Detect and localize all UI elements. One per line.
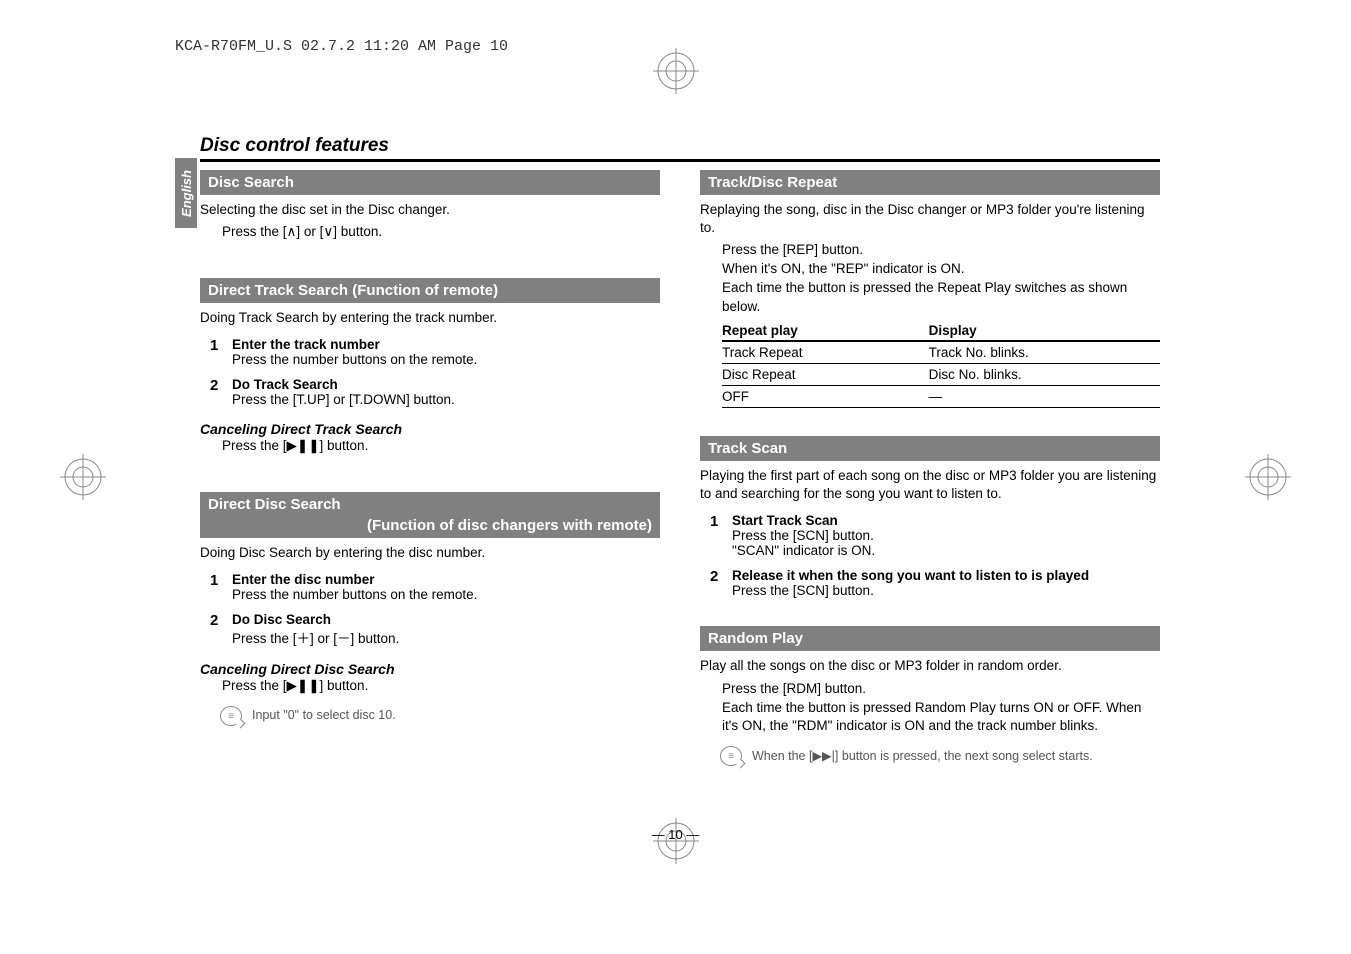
cell: Disc Repeat	[722, 364, 869, 386]
repeat-l3: Each time the button is pressed the Repe…	[722, 279, 1160, 317]
step-body: "SCAN" indicator is ON.	[732, 543, 875, 558]
note-text: Input "0" to select disc 10.	[252, 706, 396, 722]
cancel-body-disc: Press the [▶❚❚] button.	[222, 677, 660, 696]
step-body: Press the number buttons on the remote.	[232, 587, 477, 602]
repeat-th2: Display	[869, 321, 1160, 341]
step-title: Release it when the song you want to lis…	[732, 568, 1089, 583]
heading-scan: Track Scan	[700, 436, 1160, 461]
page-body: Disc control features Disc Search Select…	[200, 135, 1160, 766]
step-number: 1	[210, 337, 224, 367]
step-body: Press the number buttons on the remote.	[232, 352, 477, 367]
crop-mark-top	[653, 48, 699, 94]
step-title: Do Disc Search	[232, 612, 399, 627]
note-icon: ≡	[720, 746, 742, 766]
table-row: OFF —	[722, 386, 1160, 408]
crop-mark-left	[60, 454, 106, 500]
left-column: Disc Search Selecting the disc set in th…	[200, 170, 660, 766]
step-number: 1	[210, 572, 224, 602]
language-tab: English	[175, 158, 197, 228]
table-row: Track Repeat Track No. blinks.	[722, 341, 1160, 364]
step-body: Press the [T.UP] or [T.DOWN] button.	[232, 392, 455, 407]
cell: Track Repeat	[722, 341, 869, 364]
step-body: Press the [＋] or [－] button.	[232, 627, 399, 647]
section-title: Disc control features	[200, 135, 1160, 162]
crop-mark-right	[1245, 454, 1291, 500]
heading-random: Random Play	[700, 626, 1160, 651]
page-number: — 10 —	[652, 827, 700, 842]
step-title: Do Track Search	[232, 377, 455, 392]
step-2-direct-disc: 2 Do Disc Search Press the [＋] or [－] bu…	[210, 612, 660, 647]
intro-scan: Playing the first part of each song on t…	[700, 467, 1160, 503]
repeat-l2: When it's ON, the "REP" indicator is ON.	[722, 260, 1160, 279]
step-number: 2	[710, 568, 724, 598]
step-title: Start Track Scan	[732, 513, 875, 528]
heading-direct-track: Direct Track Search (Function of remote)	[200, 278, 660, 303]
body-disc-search: Press the [∧] or [∨] button.	[222, 223, 660, 242]
step-2-direct-track: 2 Do Track Search Press the [T.UP] or [T…	[210, 377, 660, 407]
step-body: Press the [SCN] button.	[732, 528, 875, 543]
step-1-direct-track: 1 Enter the track number Press the numbe…	[210, 337, 660, 367]
note-icon: ≡	[220, 706, 242, 726]
step-1-scan: 1 Start Track Scan Press the [SCN] butto…	[710, 513, 1160, 558]
note-text: When the [▶▶|] button is pressed, the ne…	[752, 746, 1093, 763]
heading-repeat: Track/Disc Repeat	[700, 170, 1160, 195]
intro-direct-disc: Doing Disc Search by entering the disc n…	[200, 544, 660, 562]
table-row: Disc Repeat Disc No. blinks.	[722, 364, 1160, 386]
intro-disc-search: Selecting the disc set in the Disc chang…	[200, 201, 660, 219]
step-number: 1	[710, 513, 724, 558]
random-l1: Press the [RDM] button.	[722, 680, 1160, 699]
repeat-l1: Press the [REP] button.	[722, 241, 1160, 260]
step-number: 2	[210, 612, 224, 647]
step-1-direct-disc: 1 Enter the disc number Press the number…	[210, 572, 660, 602]
right-column: Track/Disc Repeat Replaying the song, di…	[700, 170, 1160, 766]
note-direct-disc: ≡ Input "0" to select disc 10.	[220, 706, 660, 726]
cell: OFF	[722, 386, 869, 408]
heading-direct-disc: Direct Disc Search	[200, 492, 660, 513]
step-2-scan: 2 Release it when the song you want to l…	[710, 568, 1160, 598]
cell: Track No. blinks.	[869, 341, 1160, 364]
repeat-table: Repeat play Display Track Repeat Track N…	[722, 321, 1160, 408]
repeat-th1: Repeat play	[722, 321, 869, 341]
step-body: Press the [SCN] button.	[732, 583, 1089, 598]
cell: Disc No. blinks.	[869, 364, 1160, 386]
step-number: 2	[210, 377, 224, 407]
intro-direct-track: Doing Track Search by entering the track…	[200, 309, 660, 327]
cell: —	[869, 386, 1160, 408]
step-title: Enter the disc number	[232, 572, 477, 587]
cancel-body-track: Press the [▶❚❚] button.	[222, 437, 660, 456]
heading-disc-search: Disc Search	[200, 170, 660, 195]
note-random: ≡ When the [▶▶|] button is pressed, the …	[720, 746, 1160, 766]
cancel-heading-track: Canceling Direct Track Search	[200, 421, 660, 437]
intro-repeat: Replaying the song, disc in the Disc cha…	[700, 201, 1160, 237]
subheading-direct-disc: (Function of disc changers with remote)	[200, 513, 660, 538]
print-header: KCA-R70FM_U.S 02.7.2 11:20 AM Page 10	[175, 38, 508, 55]
intro-random: Play all the songs on the disc or MP3 fo…	[700, 657, 1160, 675]
cancel-heading-disc: Canceling Direct Disc Search	[200, 661, 660, 677]
random-l2: Each time the button is pressed Random P…	[722, 699, 1160, 737]
step-title: Enter the track number	[232, 337, 477, 352]
